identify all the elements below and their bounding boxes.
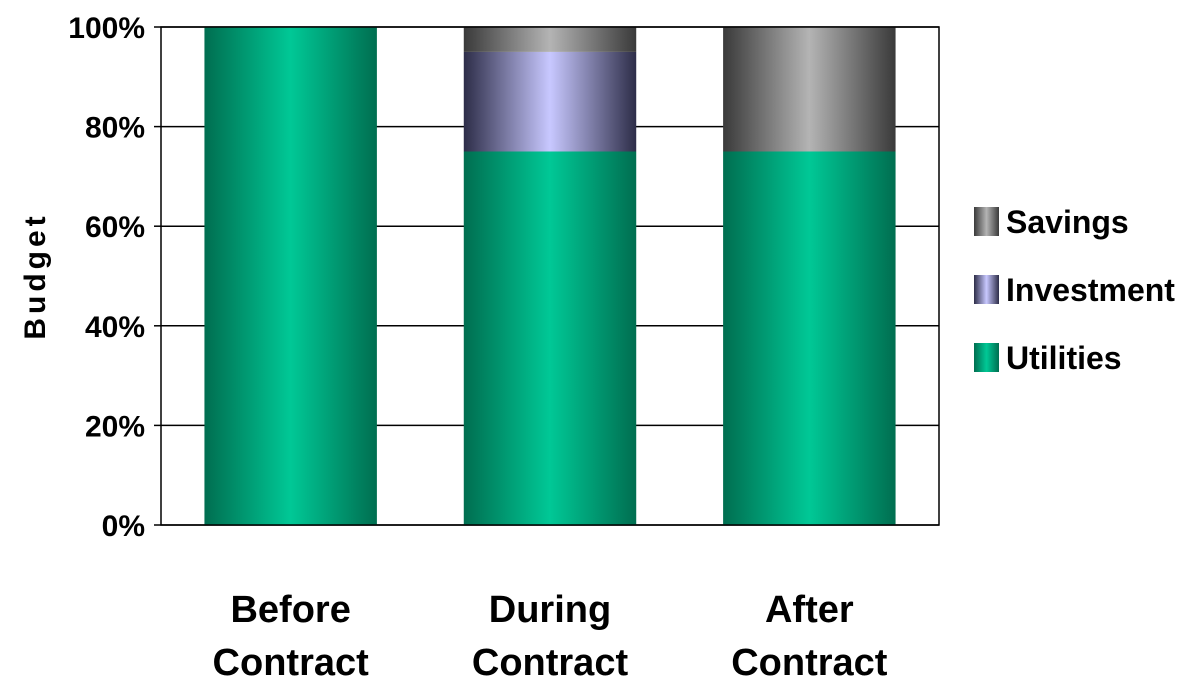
bar-during-contract-savings [463,27,637,52]
y-tick-label: 100% [68,12,145,45]
y-axis-tick-labels: 0% 20% 40% 60% 80% 100% [68,12,161,543]
y-tick-label: 0% [102,510,145,543]
bar-during-contract-investment [463,51,637,152]
x-category-label: Before Contract [213,589,370,684]
x-category-label: During Contract [472,589,629,684]
legend-label-savings: Savings [1006,204,1129,240]
x-axis-category-labels: Before Contract During Contract After Contrac… [213,589,888,684]
y-tick-label: 20% [85,410,145,443]
legend-swatch-utilities [974,343,999,372]
bar-after-contract-savings [723,27,896,152]
x-category-label: After Contract [731,589,888,684]
legend-swatch-investment [974,275,999,304]
y-axis-title: Budget [19,212,52,339]
legend-label-investment: Investment [1006,272,1175,308]
y-tick-label: 80% [85,112,145,145]
bar-after-contract-utilities [723,151,896,525]
bar-during-contract-utilities [463,151,637,525]
plot-area-frame [160,26,940,526]
y-tick-label: 60% [85,211,145,244]
legend-label-utilities: Utilities [1006,340,1122,376]
bar-before-contract-utilities [204,27,377,525]
legend: Savings Investment Utilities [974,204,1175,376]
y-tick-label: 40% [85,311,145,344]
legend-swatch-savings [974,207,999,236]
bars [204,27,896,525]
